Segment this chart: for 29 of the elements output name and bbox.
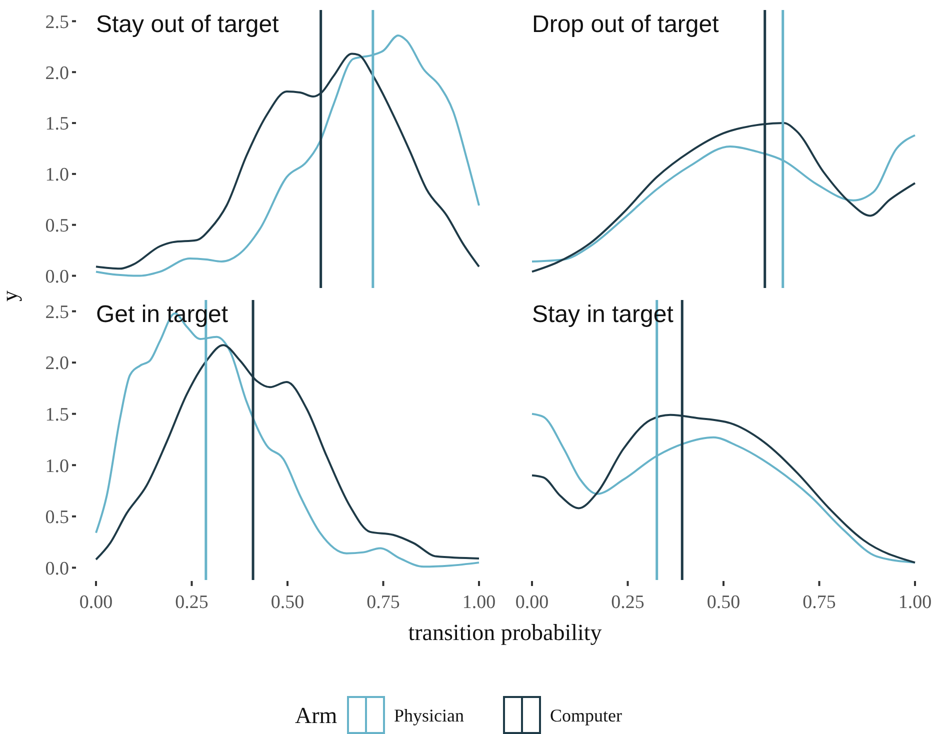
x-tick-label: 0.75 <box>802 592 836 613</box>
x-tick-label: 1.00 <box>898 592 932 613</box>
legend-label: Physician <box>394 705 464 726</box>
legend-title: Arm <box>295 703 338 728</box>
y-tick-label: 0.5 <box>45 216 69 237</box>
x-axis-title: transition probability <box>408 620 602 645</box>
y-tick-label: 2.5 <box>45 12 69 33</box>
y-tick-label: 2.5 <box>45 302 69 323</box>
y-tick-label: 1.0 <box>45 456 69 477</box>
y-tick-label: 1.0 <box>45 164 69 186</box>
chart-title: Stay out of target <box>96 11 280 38</box>
x-tick-label: 0.75 <box>366 592 400 613</box>
x-tick-label: 1.00 <box>462 592 496 613</box>
y-tick-label: 0.0 <box>45 558 69 580</box>
x-tick-label: 0.00 <box>79 592 113 613</box>
y-tick-label: 2.0 <box>45 62 69 84</box>
x-tick-label: 0.00 <box>515 592 549 613</box>
x-tick-label: 0.25 <box>175 592 208 613</box>
x-tick-label: 0.25 <box>611 592 644 613</box>
y-tick-label: 1.5 <box>45 114 69 135</box>
y-tick-label: 1.5 <box>45 404 69 426</box>
y-tick-label: 0.0 <box>45 266 69 288</box>
y-axis-title: y <box>0 290 22 302</box>
chart-title: Drop out of target <box>532 11 720 38</box>
x-tick-label: 0.50 <box>270 592 304 613</box>
legend-label: Computer <box>550 705 622 726</box>
y-tick-label: 0.5 <box>45 507 69 528</box>
y-tick-label: 2.0 <box>45 353 69 374</box>
x-tick-label: 0.50 <box>706 592 740 613</box>
